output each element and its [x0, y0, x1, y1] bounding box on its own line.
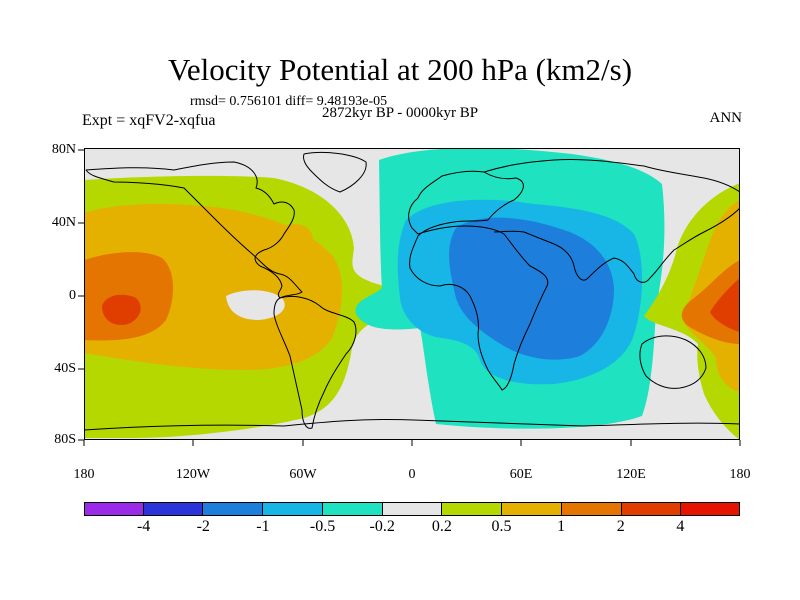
contour-pos-0.5-lobe	[279, 223, 313, 254]
coastline-north-america	[85, 161, 303, 299]
colorbar-swatch	[681, 502, 741, 516]
lat-label-80n: 80N	[51, 142, 76, 157]
colorbar-label: -0.2	[369, 518, 395, 535]
colorbar-label: -4	[136, 518, 151, 535]
coastline-antarctica	[84, 418, 740, 431]
colorbar-label: 0.2	[431, 518, 452, 535]
period-label: 2872kyr BP - 0000kyr BP	[322, 105, 479, 121]
colorbar-swatch	[442, 502, 503, 516]
lat-label-eq: 0	[69, 288, 76, 303]
colorbar-swatch	[263, 502, 323, 516]
colorbar	[84, 502, 741, 516]
contour-pos-2-east	[710, 278, 740, 332]
lon-label-60e: 60E	[509, 467, 533, 482]
contour-neg-1	[449, 217, 614, 360]
plot-title: Velocity Potential at 200 hPa (km2/s)	[167, 52, 633, 87]
colorbar-swatch	[203, 502, 264, 516]
colorbar-label: 4	[676, 518, 685, 535]
coastline-south-america	[273, 295, 357, 429]
velocity-potential-map	[84, 148, 740, 440]
colorbar-label: -2	[196, 518, 210, 535]
colorbar-label: -1	[256, 518, 270, 535]
colorbar-label: 1	[557, 518, 566, 535]
coastline-asia	[483, 158, 740, 283]
colorbar-label: 0.5	[491, 518, 512, 535]
colorbar-swatch	[561, 502, 622, 516]
coastline-australia	[639, 335, 707, 389]
colorbar-label: -0.5	[309, 518, 336, 535]
lon-label-0: 0	[408, 467, 416, 482]
colorbar-swatch	[382, 502, 443, 516]
lon-label-60w: 60W	[289, 467, 317, 482]
lat-label-40s: 40S	[54, 361, 76, 376]
season-label: ANN	[709, 110, 743, 126]
colorbar-swatch	[143, 502, 204, 516]
contour-pos-2-west	[102, 294, 141, 326]
lon-label-120w: 120W	[175, 467, 211, 482]
colorbar-label: 2	[616, 518, 625, 535]
contour-neutral-inner-west	[226, 290, 285, 320]
coastline-europe-africa	[408, 170, 549, 391]
colorbar-swatch	[322, 502, 383, 516]
lon-label-180w: 180	[73, 467, 95, 482]
lat-label-40n: 40N	[51, 215, 76, 230]
colorbar-swatch	[84, 502, 144, 516]
coastline-greenland	[303, 151, 367, 193]
colorbar-swatch	[502, 502, 562, 516]
colorbar-swatch	[621, 502, 682, 516]
lon-label-120e: 120E	[616, 467, 646, 482]
lat-label-80s: 80S	[54, 432, 76, 447]
experiment-label: Expt = xqFV2-xqfua	[82, 112, 216, 129]
lon-label-180e: 180	[729, 467, 751, 482]
stats-text: rmsd= 0.756101 diff= 9.48193e-05	[190, 94, 388, 109]
